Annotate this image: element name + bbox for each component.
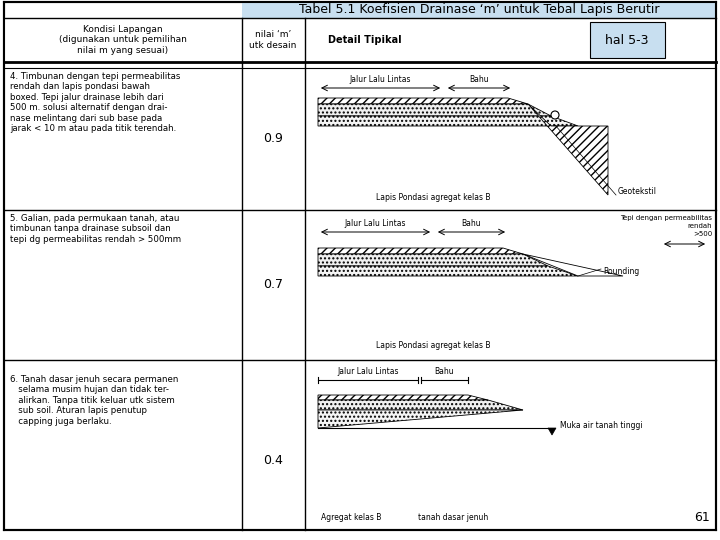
Text: Agregat kelas B: Agregat kelas B [321, 514, 381, 523]
Polygon shape [318, 116, 578, 126]
Text: Jalur Lalu Lintas: Jalur Lalu Lintas [349, 76, 410, 84]
Text: 0.9: 0.9 [263, 132, 283, 145]
Text: Detail Tipikal: Detail Tipikal [328, 35, 402, 45]
Polygon shape [318, 104, 551, 116]
Polygon shape [318, 98, 528, 104]
Circle shape [551, 111, 559, 119]
Text: 6. Tanah dasar jenuh secara permanen
   selama musim hujan dan tidak ter-
   ali: 6. Tanah dasar jenuh secara permanen sel… [10, 375, 179, 426]
Text: Jalur Lalu Lintas: Jalur Lalu Lintas [337, 368, 399, 376]
Bar [242, 2, 716, 18]
Text: Jalur Lalu Lintas: Jalur Lalu Lintas [344, 219, 406, 228]
Text: Kondisi Lapangan
(digunakan untuk pemilihan
nilai m yang sesuai): Kondisi Lapangan (digunakan untuk pemili… [59, 25, 187, 55]
Polygon shape [318, 254, 548, 266]
Text: Tepi dengan permeabilitas: Tepi dengan permeabilitas [620, 215, 712, 221]
Polygon shape [318, 410, 523, 428]
Text: hal 5-3: hal 5-3 [606, 33, 649, 46]
Polygon shape [528, 104, 608, 195]
Text: Bahu: Bahu [434, 368, 454, 376]
Polygon shape [548, 428, 556, 435]
Text: 0.7: 0.7 [263, 279, 283, 292]
Text: Bahu: Bahu [469, 76, 489, 84]
Text: tanah dasar jenuh: tanah dasar jenuh [418, 514, 488, 523]
Polygon shape [318, 400, 523, 410]
Bar [4, 18, 716, 62]
Polygon shape [318, 395, 488, 400]
Text: Lapis Pondasi agregat kelas B: Lapis Pondasi agregat kelas B [376, 341, 490, 350]
Text: >500: >500 [693, 231, 712, 237]
Text: rendah: rendah [688, 223, 712, 229]
Text: 61: 61 [694, 511, 710, 524]
Text: 0.4: 0.4 [263, 454, 283, 467]
Text: Geotekstil: Geotekstil [618, 187, 657, 197]
Text: 4. Timbunan dengan tepi permeabilitas
rendah dan lapis pondasi bawah
boxed. Tepi: 4. Timbunan dengan tepi permeabilitas re… [10, 72, 181, 133]
Polygon shape [523, 254, 623, 276]
Text: Rounding: Rounding [603, 267, 639, 275]
Text: Muka air tanah tinggi: Muka air tanah tinggi [560, 422, 643, 430]
Text: nilai ‘m’
utk desain: nilai ‘m’ utk desain [249, 30, 297, 50]
Text: Lapis Pondasi agregat kelas B: Lapis Pondasi agregat kelas B [376, 193, 490, 202]
Polygon shape [318, 266, 578, 276]
Text: 5. Galian, pada permukaan tanah, atau
timbunan tanpa drainase subsoil dan
tepi d: 5. Galian, pada permukaan tanah, atau ti… [10, 214, 181, 244]
Bar [590, 22, 665, 58]
Polygon shape [318, 248, 523, 254]
Text: Bahu: Bahu [462, 219, 481, 228]
Text: Tabel 5.1 Koefisien Drainase ‘m’ untuk Tebal Lapis Berutir: Tabel 5.1 Koefisien Drainase ‘m’ untuk T… [299, 3, 660, 17]
